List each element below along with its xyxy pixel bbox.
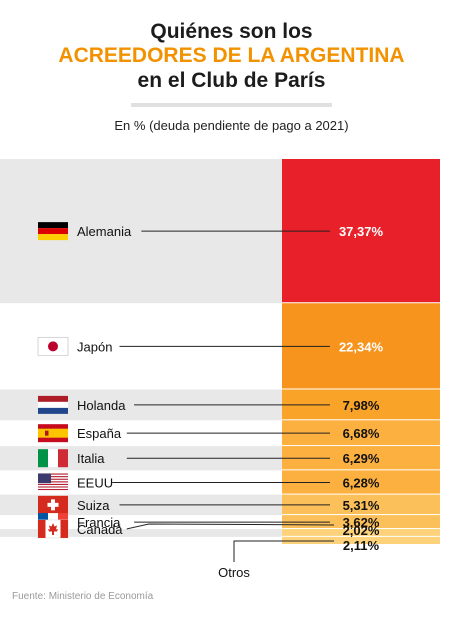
chart-subtitle: En % (deuda pendiente de pago a 2021) — [114, 118, 349, 133]
country-label-otros: Otros — [218, 565, 250, 580]
country-label-suiza: Suiza — [77, 498, 110, 513]
switzerland-flag — [38, 495, 68, 514]
netherlands-flag — [38, 395, 68, 414]
value-label-espana: 6,68% — [343, 426, 380, 441]
country-label-japon: Japón — [77, 339, 112, 354]
bar-segment-italia — [282, 446, 440, 470]
country-label-eeuu: EEUU — [77, 475, 113, 490]
leader-line-otros — [233, 540, 334, 562]
value-label-suiza: 5,31% — [343, 498, 380, 513]
country-label-canada: Canadá — [77, 522, 123, 537]
value-label-otros: 2,11% — [343, 538, 380, 553]
bar-segment-espana — [282, 420, 440, 446]
canada-flag — [37, 519, 69, 539]
value-label-japon: 22,34% — [339, 339, 384, 354]
value-label-canada: 2,02% — [343, 523, 380, 538]
country-label-alemania: Alemania — [77, 224, 132, 239]
title-line-2: ACREEDORES DE LA ARGENTINA — [58, 44, 405, 67]
row-band-canada — [0, 529, 282, 537]
germany-flag — [38, 222, 68, 241]
bar-segment-suiza — [282, 494, 440, 515]
spain-flag — [38, 424, 68, 443]
italy-flag — [38, 449, 68, 468]
usa-flag — [38, 473, 68, 492]
title-divider — [131, 103, 332, 107]
value-label-francia: 3,62% — [343, 515, 380, 530]
title-line-1: Quiénes son los — [150, 20, 313, 43]
bar-segment-canada — [282, 529, 440, 536]
country-label-holanda: Holanda — [77, 398, 126, 413]
value-label-holanda: 7,98% — [343, 398, 380, 413]
value-label-alemania: 37,37% — [339, 224, 384, 239]
bar-segment-eeuu — [282, 470, 440, 494]
value-label-eeuu: 6,28% — [343, 475, 380, 490]
bar-segment-otros — [282, 536, 440, 544]
country-label-espana: España — [77, 426, 122, 441]
country-label-italia: Italia — [77, 451, 105, 466]
bar-segment-japon — [282, 303, 440, 389]
value-label-italia: 6,29% — [343, 451, 380, 466]
country-label-francia: Francia — [77, 515, 121, 530]
title-line-3: en el Club de París — [137, 69, 326, 92]
leader-line-canada — [126, 523, 335, 530]
source-note: Fuente: Ministerio de Economía — [12, 591, 154, 602]
japan-flag — [37, 336, 69, 356]
